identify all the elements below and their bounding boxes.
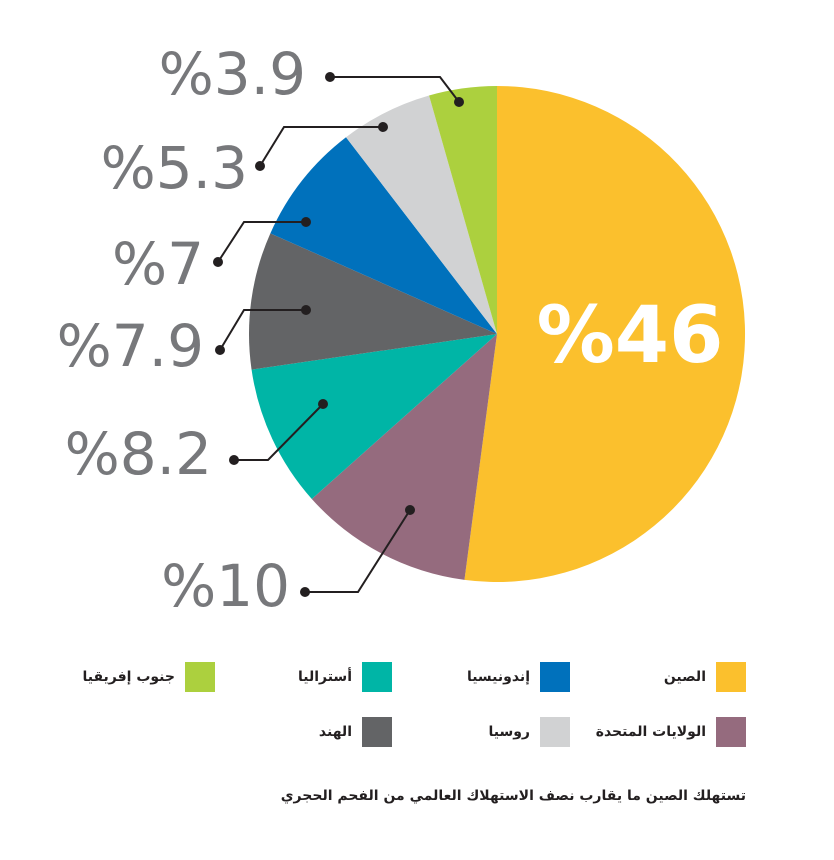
legend-swatch (540, 662, 570, 692)
leader-line (259, 126, 383, 167)
data-label: %8.2 (65, 420, 212, 488)
leader-line (217, 221, 306, 263)
legend-item: الولايات المتحدة (596, 717, 746, 747)
legend-label: الولايات المتحدة (595, 724, 706, 740)
caption: تستهلك الصين ما يقارب نصف الاستهلاك العا… (280, 788, 746, 804)
legend-label: الصين (663, 669, 706, 685)
legend-swatch (185, 662, 215, 692)
data-label: %46 (537, 291, 724, 381)
legend-label: جنوب إفريقيا (82, 669, 175, 685)
pie-slice (464, 85, 746, 583)
data-label: %7 (112, 230, 204, 298)
data-label: %3.9 (159, 40, 306, 108)
leader-dot (325, 72, 335, 82)
legend-item: الهند (319, 717, 392, 747)
leader-dot (301, 217, 311, 227)
leader-dot (301, 305, 311, 315)
pie-slice (270, 137, 497, 334)
legend-item: روسيا (488, 717, 570, 747)
data-label: %5.3 (101, 134, 248, 202)
legend-label: أستراليا (297, 669, 352, 685)
legend-swatch (716, 717, 746, 747)
leader-dot (454, 97, 464, 107)
pie-slice (249, 233, 497, 370)
leader-dot (318, 399, 328, 409)
pie-slice (251, 334, 497, 499)
legend-swatch (362, 717, 392, 747)
leader-dot (378, 122, 388, 132)
pie-slice (429, 86, 497, 334)
data-label: %7.9 (57, 312, 204, 380)
legend-item: أستراليا (298, 662, 392, 692)
legend-label: إندونيسيا (466, 669, 530, 685)
pie-slice (346, 95, 497, 335)
legend-swatch (362, 662, 392, 692)
legend-swatch (716, 662, 746, 692)
legend-item: الصين (664, 662, 746, 692)
leader-dot (255, 161, 265, 171)
leader-line (330, 76, 460, 103)
legend-item: جنوب إفريقيا (82, 662, 215, 692)
legend-item: إندونيسيا (467, 662, 570, 692)
leader-line (219, 309, 306, 351)
pie-chart: %46 %10 %8.2 %7.9 %7 %5.3 %3.9 (57, 40, 746, 620)
data-label: %10 (161, 552, 290, 620)
leader-dot (215, 345, 225, 355)
leader-dot (405, 505, 415, 515)
leader-dot (229, 455, 239, 465)
leader-line (234, 403, 324, 461)
leader-dot (213, 257, 223, 267)
leader-dot (300, 587, 310, 597)
leader-line (305, 509, 411, 593)
legend-swatch (540, 717, 570, 747)
legend-label: روسيا (488, 724, 530, 740)
pie-slice (311, 334, 497, 580)
legend-label: الهند (318, 724, 352, 740)
